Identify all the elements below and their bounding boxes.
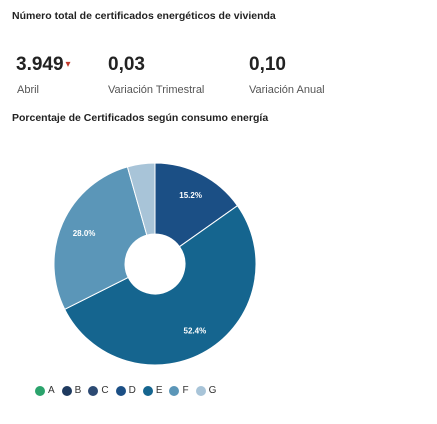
legend-swatch-G (195, 385, 206, 396)
legend-item-F[interactable]: F (169, 385, 189, 396)
legend-label-B: B (74, 385, 82, 396)
legend-item-D[interactable]: D (115, 385, 136, 396)
legend-item-B[interactable]: B (61, 385, 82, 396)
legend-label-F: F (182, 385, 189, 396)
legend-label-A: A (48, 385, 55, 396)
kpi-value-quarterly: 0,03 (108, 54, 145, 75)
legend-swatch-B (61, 385, 72, 396)
legend-label-G: G (208, 385, 217, 396)
legend-swatch-E (142, 385, 153, 396)
kpi-label-annual: Variación Anual (249, 84, 325, 96)
kpi-section-title: Número total de certificados energéticos… (12, 10, 276, 22)
legend-label-C: C (101, 385, 109, 396)
data-label-E: 52.4% (184, 326, 207, 335)
legend-swatch-A (35, 385, 45, 396)
legend-swatch-F (169, 385, 180, 396)
kpi-label-quarterly: Variación Trimestral (108, 84, 205, 96)
data-label-F: 28.0% (73, 229, 96, 238)
trend-down-icon: ▾ (65, 59, 71, 70)
slice-E[interactable] (64, 204, 257, 366)
slice-G[interactable] (126, 162, 156, 236)
slice-D[interactable] (154, 162, 239, 248)
kpi-value-month: 3.949 ▾ (16, 54, 71, 75)
legend-label-E: E (155, 385, 163, 396)
legend-item-G[interactable]: G (195, 385, 217, 396)
data-label-D: 15.2% (179, 191, 202, 200)
legend-item-E[interactable]: E (142, 385, 163, 396)
kpi-value-annual: 0,10 (249, 54, 286, 75)
legend-swatch-D (115, 385, 126, 396)
donut-chart: 15.2% 52.4% 28.0% (53, 162, 257, 366)
chart-title: Porcentaje de Certificados según consumo… (12, 112, 269, 124)
legend-item-A[interactable]: A (35, 385, 55, 396)
slice-F[interactable] (53, 166, 148, 310)
legend-item-C[interactable]: C (88, 385, 109, 396)
chart-legend: A B C D E F G (35, 385, 216, 396)
legend-swatch-C (88, 385, 99, 396)
legend-label-D: D (128, 385, 136, 396)
kpi-label-month: Abril (17, 84, 40, 96)
